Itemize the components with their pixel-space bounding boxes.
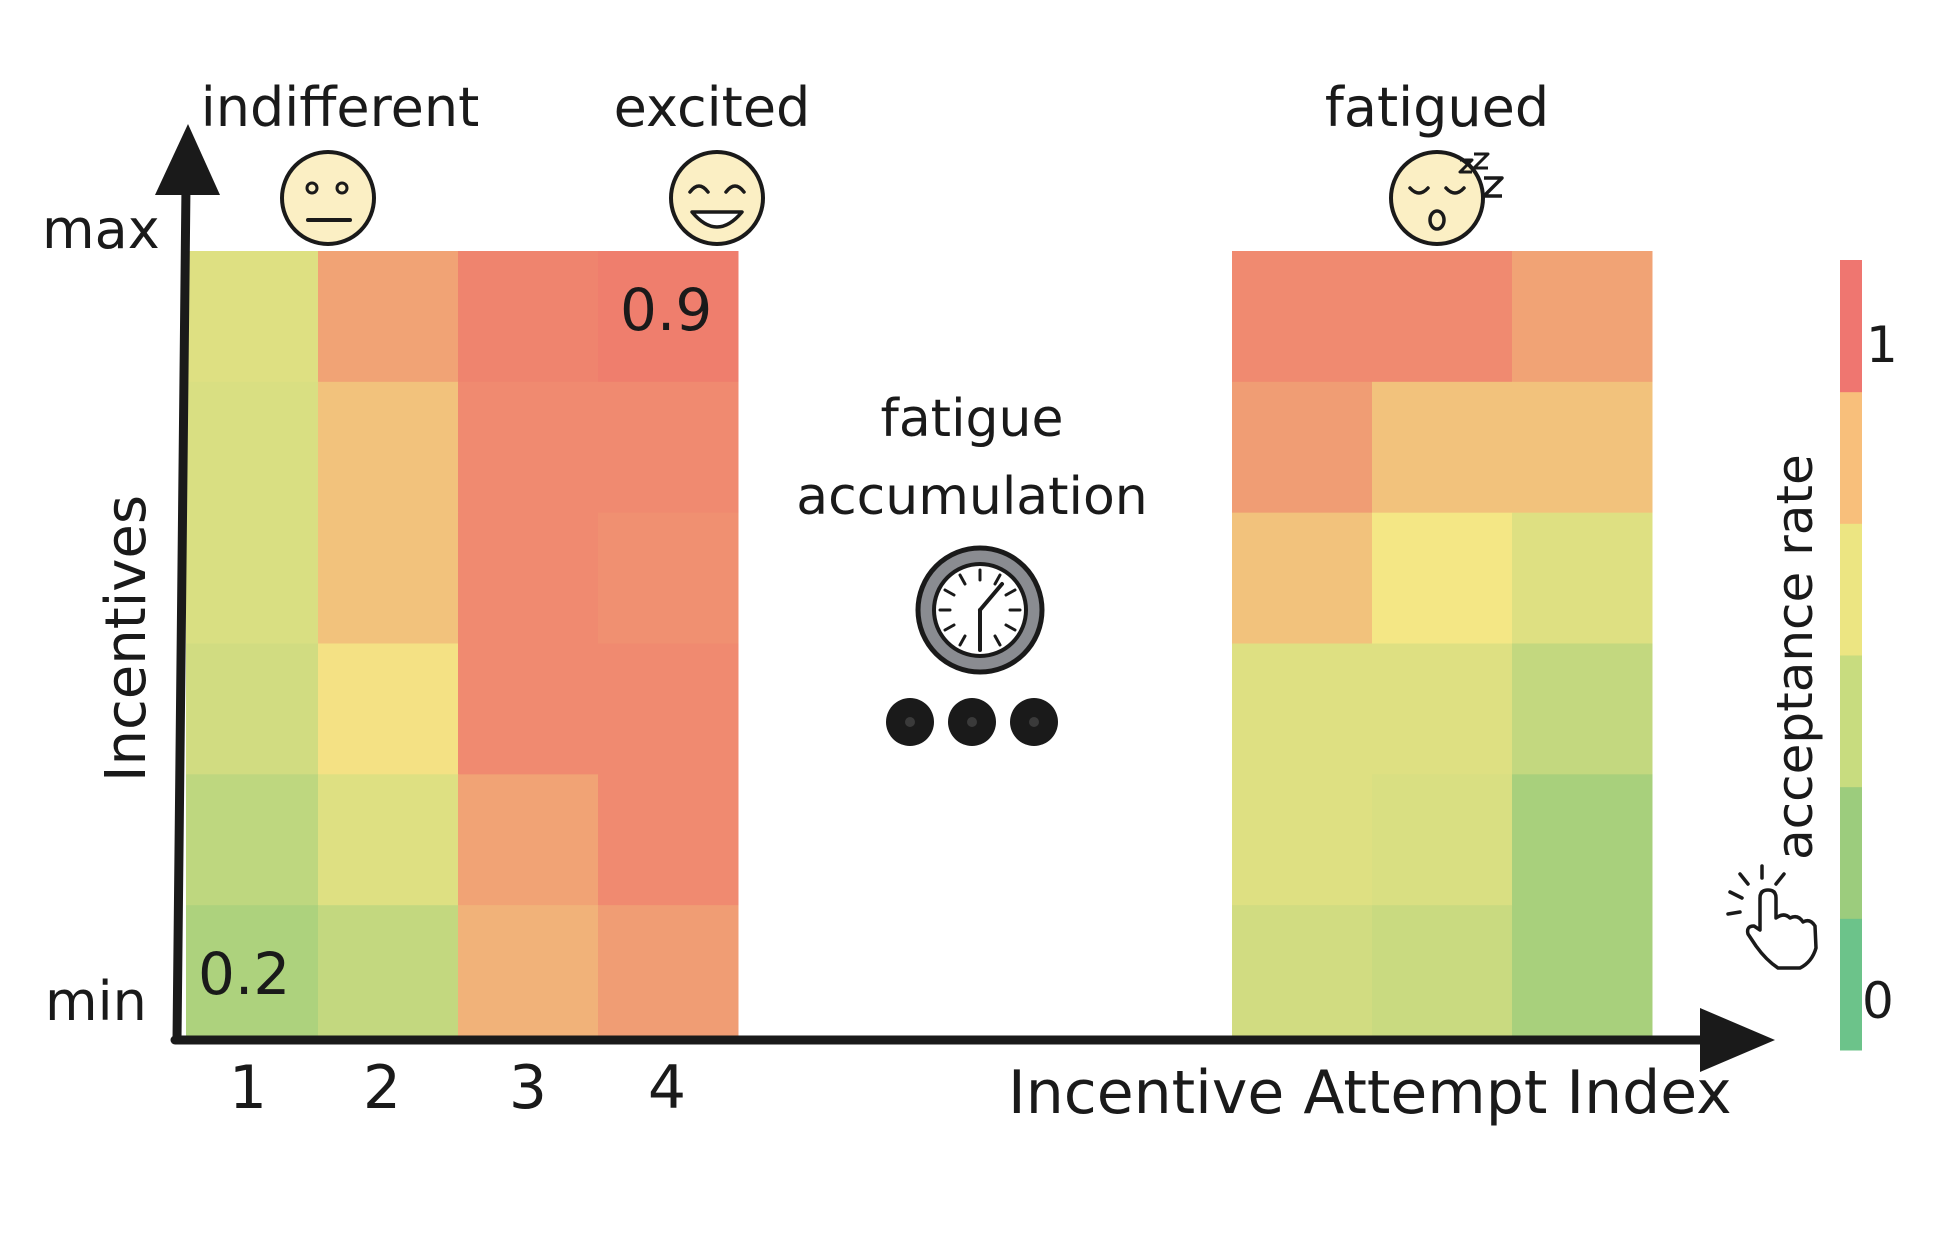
- right-heatmap-cell: [1232, 643, 1373, 775]
- right-heatmap-cell: [1232, 381, 1373, 514]
- left-heatmap-cell: [598, 905, 739, 1037]
- axes: [155, 124, 1775, 1072]
- left-heatmap-cell: [598, 774, 739, 906]
- right-heatmap-cell: [1232, 251, 1373, 383]
- colorbar-band: [1840, 655, 1862, 788]
- colorbar: [1840, 260, 1862, 1051]
- left-heatmap-cell: [186, 774, 319, 906]
- x-axis-title: Incentive Attempt Index: [1008, 1058, 1732, 1128]
- x-tick-1: 1: [228, 1053, 268, 1123]
- left-heatmap-cell: [318, 643, 459, 775]
- right-heatmap-cell: [1512, 643, 1653, 775]
- smiling-face-icon: [669, 150, 765, 246]
- left-heatmap-cell: [598, 643, 739, 775]
- colorbar-title: acceptance rate: [1766, 454, 1824, 860]
- right-heatmap-cell: [1372, 905, 1513, 1037]
- left-heatmap-cell: [318, 905, 459, 1037]
- left-heatmap-cell: [318, 774, 459, 906]
- neutral-face-icon: [280, 150, 376, 246]
- pointer-hand-icon: [1726, 864, 1818, 970]
- left-heatmap-cell: [186, 905, 319, 1037]
- left-heatmap-cell: [186, 251, 319, 383]
- colorbar-band: [1840, 918, 1862, 1051]
- right-heatmap-cell: [1372, 381, 1513, 514]
- left-heatmap-cell: [318, 251, 459, 383]
- mood-label-excited: excited: [613, 76, 811, 139]
- y-axis-line: [172, 180, 191, 1045]
- left-heatmap-cell: [186, 512, 319, 644]
- left-heatmap-cell: [458, 381, 599, 514]
- left-heatmap-cell: [598, 251, 739, 383]
- sleeping-face-icon: [1389, 150, 1504, 246]
- y-axis-title: Incentives: [94, 494, 159, 782]
- left-heatmap-cell: [458, 905, 599, 1037]
- x-tick-3: 3: [508, 1053, 548, 1123]
- left-heatmap-cell: [458, 251, 599, 383]
- x-tick-2: 2: [362, 1053, 402, 1123]
- clock-icon: [915, 545, 1045, 675]
- right-heatmap-cell: [1372, 251, 1513, 383]
- colorbar-min-label: 0: [1862, 972, 1894, 1030]
- colorbar-band: [1840, 786, 1862, 919]
- right-heatmap-cell: [1512, 512, 1653, 644]
- colorbar-band: [1840, 260, 1862, 393]
- right-heatmap-cell: [1232, 774, 1373, 906]
- left-heatmap-cell: [318, 381, 459, 514]
- left-heatmap-cell: [458, 512, 599, 644]
- cell-annotation-high: 0.9: [620, 276, 713, 344]
- x-tick-4: 4: [647, 1053, 687, 1123]
- left-heatmap-cell: [598, 512, 739, 644]
- y-axis-arrowhead: [155, 124, 220, 195]
- left-heatmap-cell: [598, 381, 739, 514]
- colorbar-band: [1840, 523, 1862, 656]
- right-heatmap-cell: [1372, 512, 1513, 644]
- left-heatmap: [186, 251, 739, 1037]
- right-heatmap-cell: [1232, 512, 1373, 644]
- left-heatmap-cell: [318, 512, 459, 644]
- ellipsis-icon: [886, 698, 1058, 746]
- left-heatmap-cell: [458, 774, 599, 906]
- y-axis-min-label: min: [45, 970, 147, 1033]
- cell-annotation-low: 0.2: [198, 940, 291, 1008]
- right-heatmap-cell: [1372, 774, 1513, 906]
- right-heatmap-cell: [1512, 774, 1653, 906]
- right-heatmap-cell: [1512, 905, 1653, 1037]
- right-heatmap-cell: [1512, 381, 1653, 514]
- right-heatmap-cell: [1512, 251, 1653, 383]
- x-axis-arrowhead: [1700, 1008, 1775, 1072]
- left-heatmap-cell: [186, 643, 319, 775]
- right-heatmap-cell: [1232, 905, 1373, 1037]
- colorbar-max-label: 1: [1866, 316, 1898, 374]
- middle-label: fatigue accumulation: [796, 380, 1148, 536]
- left-heatmap-cell: [186, 381, 319, 514]
- colorbar-band: [1840, 391, 1862, 524]
- middle-label-line2: accumulation: [796, 467, 1148, 527]
- left-heatmap-cell: [458, 643, 599, 775]
- middle-label-line1: fatigue: [880, 389, 1064, 449]
- y-axis-max-label: max: [42, 198, 160, 261]
- mood-label-fatigued: fatigued: [1324, 76, 1550, 139]
- right-heatmap-cell: [1372, 643, 1513, 775]
- right-heatmap: [1232, 251, 1653, 1037]
- mood-label-indifferent: indifferent: [200, 76, 480, 139]
